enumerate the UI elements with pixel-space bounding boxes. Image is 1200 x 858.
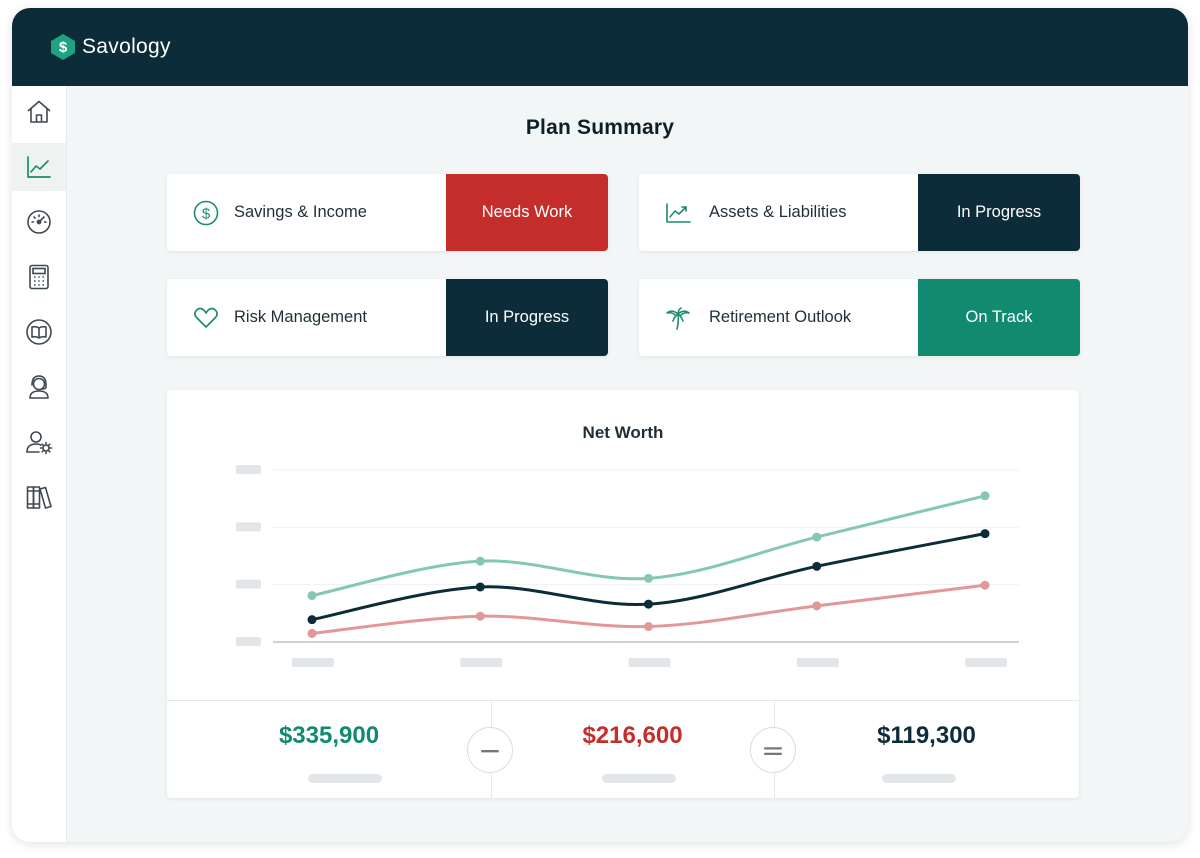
data-point — [980, 491, 990, 501]
net-worth-chart — [236, 465, 1019, 667]
net-worth-panel: Net Worth $335,900 $216,600 $119,300 − = — [167, 390, 1079, 798]
status-badge[interactable]: Needs Work — [446, 174, 608, 251]
nav-profile[interactable] — [12, 418, 66, 466]
nav-gauge[interactable] — [12, 198, 66, 246]
y-tick-label-placeholder — [236, 465, 261, 474]
logo-mark-icon: $ — [51, 34, 75, 60]
advisor-icon — [29, 375, 49, 399]
assets-label-placeholder — [308, 774, 382, 783]
y-tick-label-placeholder — [236, 522, 261, 532]
chart-title: Net Worth — [582, 423, 664, 442]
nav-library[interactable] — [12, 473, 66, 521]
nav-plan[interactable] — [12, 143, 66, 191]
x-tick-label-placeholder — [965, 658, 1007, 667]
status-badge[interactable]: In Progress — [446, 279, 608, 356]
heart-icon — [194, 307, 218, 328]
card-label: Assets & Liabilities — [709, 203, 847, 221]
data-point — [812, 561, 822, 571]
status-badge[interactable]: On Track — [918, 279, 1080, 356]
card-label: Retirement Outlook — [709, 308, 852, 326]
svg-text:$: $ — [202, 206, 211, 223]
data-point — [812, 532, 822, 542]
liabilities-total: $216,600 — [491, 701, 774, 798]
minus-operator: − — [467, 727, 513, 773]
top-bar: $ Savology — [12, 8, 1188, 86]
gauge-icon — [27, 210, 51, 234]
data-point — [812, 601, 822, 611]
nav-learn[interactable] — [12, 308, 66, 356]
page-title: Plan Summary — [525, 116, 675, 139]
net-worth-label-placeholder — [882, 774, 956, 783]
app-name: Savology — [82, 35, 171, 58]
net-worth-total: $119,300 — [774, 701, 1079, 798]
data-point — [307, 615, 317, 625]
card-risk-management[interactable]: Risk Management In Progress — [167, 279, 608, 356]
card-label: Savings & Income — [234, 203, 367, 221]
x-tick-label-placeholder — [460, 658, 503, 667]
assets-value: $335,900 — [278, 722, 380, 749]
card-savings-income[interactable]: $ Savings & Income Needs Work — [167, 174, 608, 251]
library-icon — [26, 486, 52, 509]
app-window: $ Savology — [12, 8, 1188, 842]
liabilities-label-placeholder — [602, 774, 676, 783]
status-badge[interactable]: In Progress — [918, 174, 1080, 251]
x-tick-label-placeholder — [292, 658, 334, 667]
data-point — [980, 580, 990, 590]
equals-operator: = — [750, 727, 796, 773]
x-tick-label-placeholder — [796, 658, 839, 667]
data-point — [644, 622, 653, 632]
assets-total: $335,900 — [167, 701, 491, 798]
svg-text:$: $ — [59, 39, 68, 56]
data-point — [644, 573, 653, 583]
data-point — [644, 599, 653, 609]
data-point — [475, 582, 485, 592]
palm-tree-icon — [666, 307, 690, 330]
nav-calculator[interactable] — [12, 253, 66, 301]
data-point — [475, 556, 485, 566]
line-chart-icon — [27, 156, 51, 178]
x-tick-label-placeholder — [628, 658, 671, 667]
nav-home[interactable] — [12, 88, 66, 136]
book-icon — [26, 319, 52, 345]
data-point — [475, 611, 485, 621]
y-tick-label-placeholder — [236, 637, 261, 646]
net-worth-summary: $335,900 $216,600 $119,300 − = — [167, 700, 1079, 798]
home-icon — [27, 100, 51, 123]
card-retirement-outlook[interactable]: Retirement Outlook On Track — [639, 279, 1080, 356]
card-assets-liabilities[interactable]: Assets & Liabilities In Progress — [639, 174, 1080, 251]
calculator-icon — [29, 264, 49, 290]
app-logo[interactable]: $ Savology — [50, 33, 171, 61]
nav-advisor[interactable] — [12, 363, 66, 411]
data-point — [307, 628, 317, 638]
net-worth-value: $119,300 — [877, 722, 976, 749]
user-settings-icon — [26, 431, 53, 455]
data-point — [980, 529, 990, 539]
y-tick-label-placeholder — [236, 579, 261, 589]
dollar-icon: $ — [193, 200, 219, 226]
liabilities-value: $216,600 — [582, 722, 683, 749]
card-label: Risk Management — [234, 308, 367, 326]
trend-icon — [666, 203, 691, 223]
sidebar — [12, 86, 67, 842]
data-point — [307, 591, 317, 601]
